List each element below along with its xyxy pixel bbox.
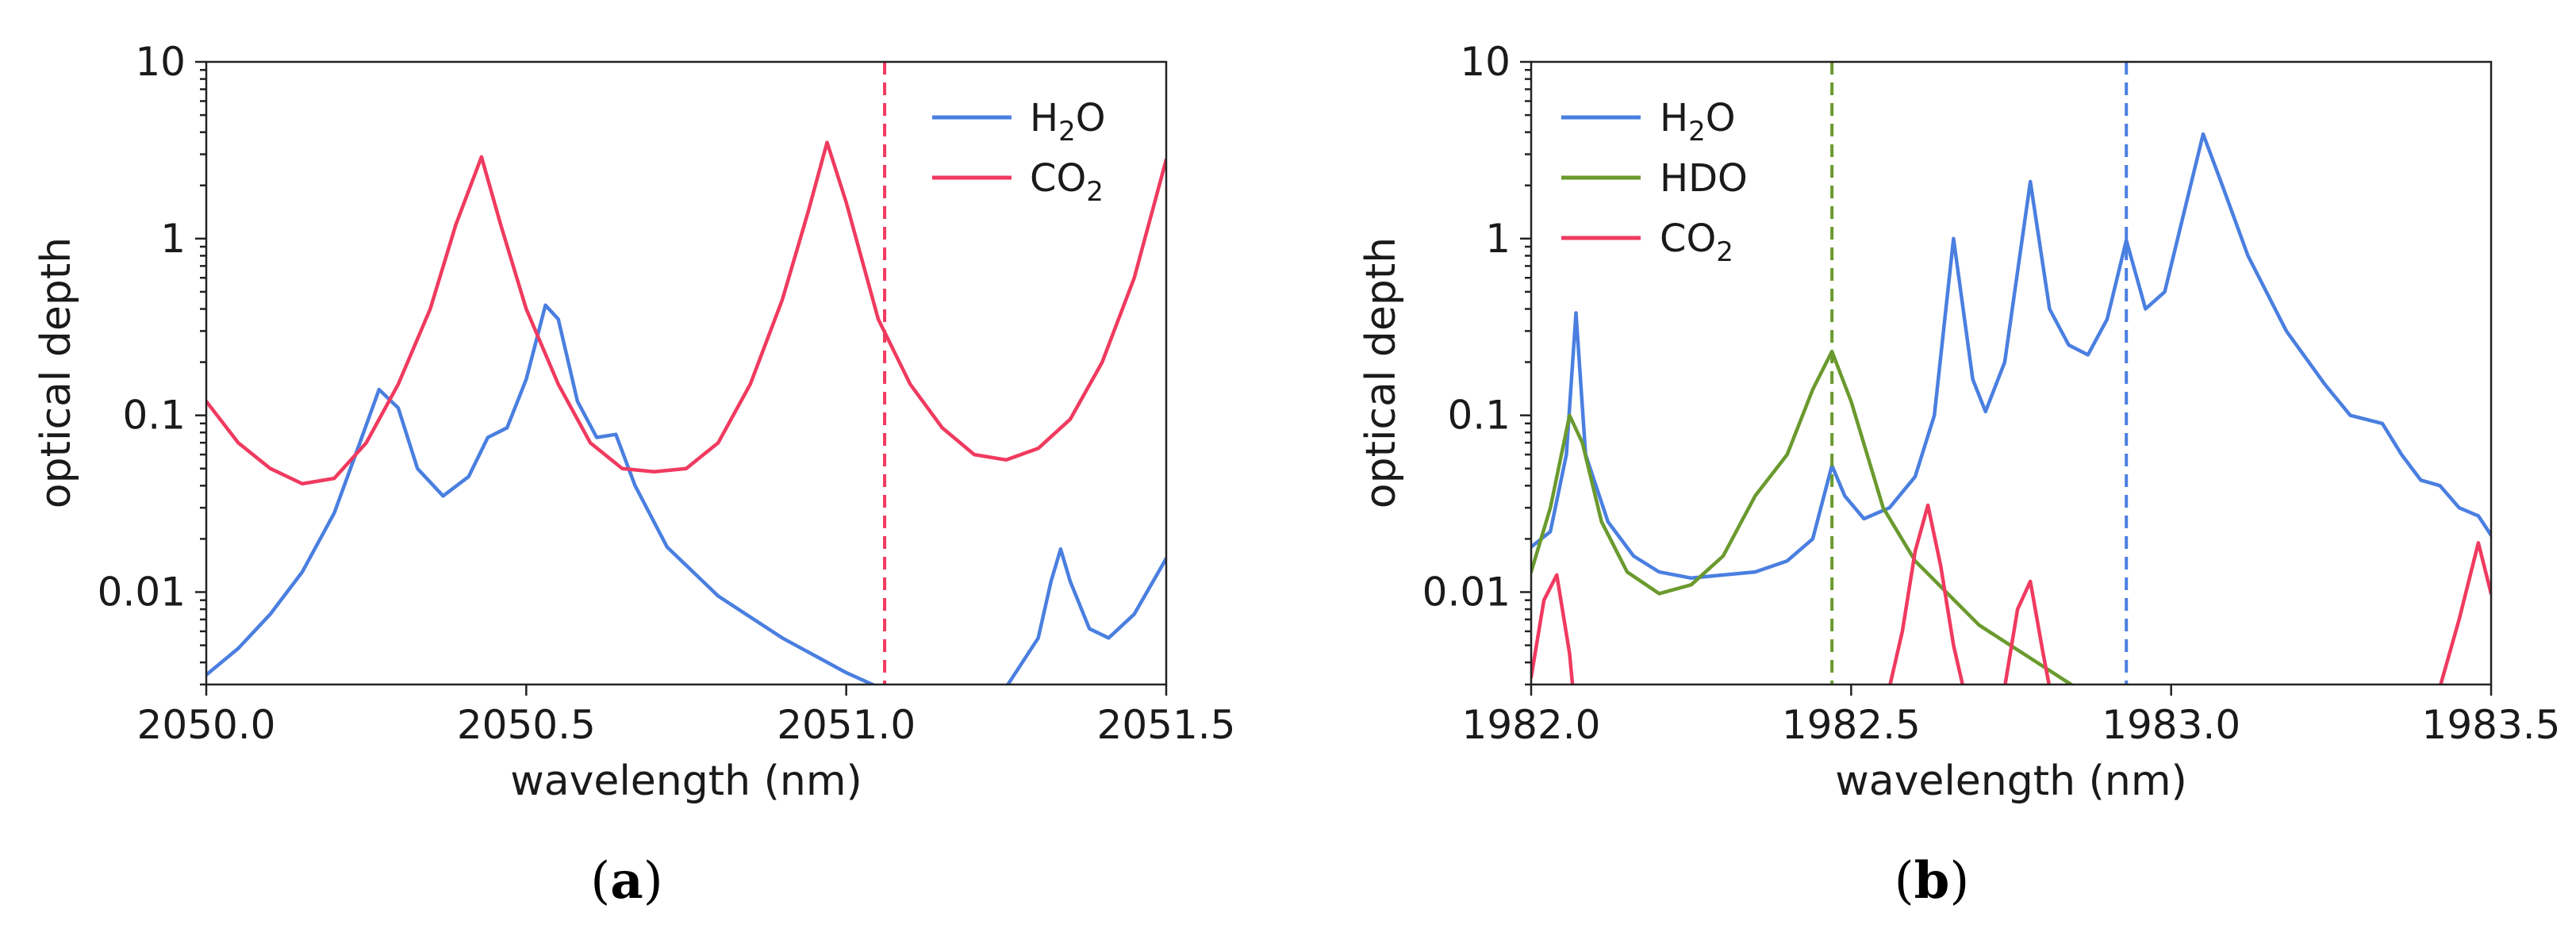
series-line-co2-a <box>206 140 1166 486</box>
axes-frame-a <box>205 60 1168 686</box>
x-tick-label: 1982.5 <box>1782 702 1921 748</box>
y-axis-label-a: optical depth <box>33 237 80 508</box>
x-tick-label: 1983.0 <box>2102 702 2240 748</box>
chart-panel-b: 1982.0 1982.5 1983.0 1983.5 0.01 0.1 1 10 wavel… <box>1357 39 2560 911</box>
y-tick-label: 10 <box>1460 39 1511 85</box>
ticks-a: 2050.0 2050.5 2051.0 2051.5 0.01 0.1 1 10 <box>98 39 1236 748</box>
x-axis-label-b: wavelength (nm) <box>1835 757 2187 805</box>
legend-label-h2o-b: H2O <box>1660 96 1736 148</box>
y-tick-label: 0.1 <box>1447 393 1511 439</box>
series-line-co2-b <box>1531 503 2491 684</box>
plot-area-b <box>1531 62 2491 684</box>
legend-b: H2O HDO CO2 <box>1561 96 1748 268</box>
ticks-b: 1982.0 1982.5 1983.0 1983.5 0.01 0.1 1 10 <box>1422 39 2561 748</box>
y-tick-label: 1 <box>160 216 186 262</box>
y-tick-label: 10 <box>135 39 186 85</box>
legend-label-hdo-b: HDO <box>1660 156 1748 201</box>
x-tick-label: 1983.5 <box>2422 702 2561 748</box>
plot-area-a <box>206 62 1166 684</box>
legend-label-h2o-a: H2O <box>1030 96 1106 148</box>
y-tick-label: 0.01 <box>98 569 186 615</box>
legend-label-co2-b: CO2 <box>1660 217 1733 268</box>
x-axis-label-a: wavelength (nm) <box>510 757 862 805</box>
series-line-h2o-a <box>206 303 1166 684</box>
legend-a: H2O CO2 <box>932 96 1106 208</box>
x-tick-label: 2051.0 <box>777 702 916 748</box>
y-axis-label-b: optical depth <box>1357 237 1405 508</box>
panel-label-a: (a) <box>590 851 662 911</box>
axes-frame-b <box>1530 60 2493 686</box>
y-tick-label: 0.1 <box>122 393 186 439</box>
x-tick-label: 2050.5 <box>457 702 596 748</box>
series-line-h2o-b <box>1531 132 2491 581</box>
x-tick-label: 2050.0 <box>137 702 276 748</box>
y-tick-label: 0.01 <box>1422 569 1511 615</box>
chart-panel-a: 2050.0 2050.5 2051.0 2051.5 0.01 0.1 1 10 wavel… <box>33 39 1235 911</box>
x-tick-label: 1982.0 <box>1462 702 1601 748</box>
x-tick-label: 2051.5 <box>1097 702 1236 748</box>
legend-label-co2-a: CO2 <box>1030 156 1104 208</box>
y-tick-label: 1 <box>1485 216 1511 262</box>
series-line-hdo-b <box>1531 349 2075 684</box>
panel-label-b: (b) <box>1895 851 1970 911</box>
